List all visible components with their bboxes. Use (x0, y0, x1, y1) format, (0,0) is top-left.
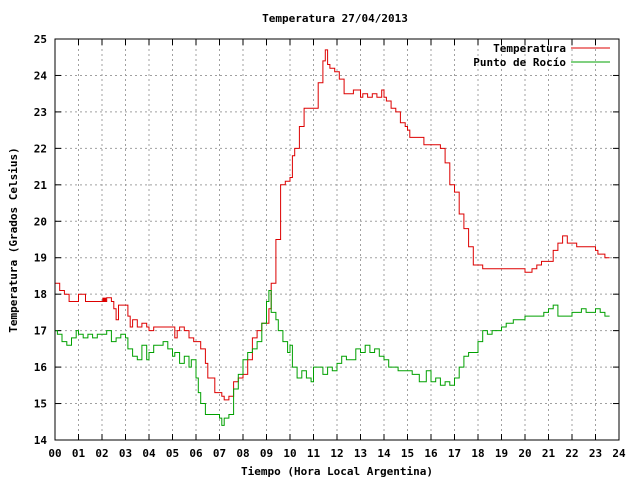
x-tick-label: 04 (142, 447, 156, 460)
x-tick-label: 20 (518, 447, 531, 460)
y-tick-label: 18 (34, 288, 47, 301)
x-tick-label: 09 (260, 447, 273, 460)
y-tick-label: 16 (34, 361, 48, 374)
x-tick-label: 08 (236, 447, 249, 460)
x-tick-label: 12 (330, 447, 343, 460)
plot-frame (54, 38, 620, 441)
y-tick-label: 20 (34, 215, 47, 228)
legend: Temperatura Punto de Rocío (473, 42, 610, 69)
y-tick-label: 22 (34, 142, 47, 155)
chart-title: Temperatura 27/04/2013 (262, 12, 408, 25)
y-tick-label: 15 (34, 398, 47, 411)
y-tick-label: 17 (34, 325, 47, 338)
x-tick-label: 07 (213, 447, 226, 460)
x-tick-label: 16 (424, 447, 438, 460)
x-tick-label: 18 (471, 447, 484, 460)
x-tick-label: 19 (495, 447, 508, 460)
y-tick-label: 14 (34, 434, 48, 447)
x-tick-label: 06 (189, 447, 203, 460)
x-tick-label: 10 (283, 447, 296, 460)
x-tick-label: 01 (72, 447, 86, 460)
y-tick-label: 21 (34, 179, 48, 192)
x-axis-label: Tiempo (Hora Local Argentina) (241, 465, 433, 478)
x-tick-label: 22 (565, 447, 578, 460)
legend-label-punto-de-rocio: Punto de Rocío (473, 56, 566, 69)
x-tick-label: 15 (401, 447, 414, 460)
x-tick-label: 21 (542, 447, 556, 460)
x-tick-label: 23 (589, 447, 602, 460)
x-tick-label: 11 (307, 447, 321, 460)
y-tick-label: 23 (34, 106, 47, 119)
x-tick-labels: 00 01 02 03 04 05 06 07 08 09 10 11 12 13 14 15 16 17 18 19… (48, 447, 626, 460)
y-tick-label: 24 (34, 69, 48, 82)
y-tick-labels: 14 15 16 17 18 19 20 21 22 23 24 25 (34, 33, 48, 447)
x-tick-label: 13 (354, 447, 367, 460)
x-tick-label: 05 (166, 447, 179, 460)
x-tick-label: 00 (48, 447, 61, 460)
x-tick-label: 03 (119, 447, 132, 460)
x-tick-label: 24 (612, 447, 626, 460)
x-tick-label: 14 (377, 447, 391, 460)
grid-lines (54, 38, 620, 441)
x-tick-label: 02 (95, 447, 108, 460)
series-marker (102, 297, 107, 302)
series-line-punto-de-rocio (55, 290, 610, 426)
series-layer (55, 49, 610, 426)
y-tick-label: 25 (34, 33, 47, 46)
y-tick-label: 19 (34, 252, 47, 265)
x-tick-label: 17 (448, 447, 461, 460)
y-axis-label: Temperatura (Grados Celsius) (7, 147, 20, 332)
legend-label-temperatura: Temperatura (493, 42, 566, 55)
series-line-temperatura (55, 49, 610, 401)
